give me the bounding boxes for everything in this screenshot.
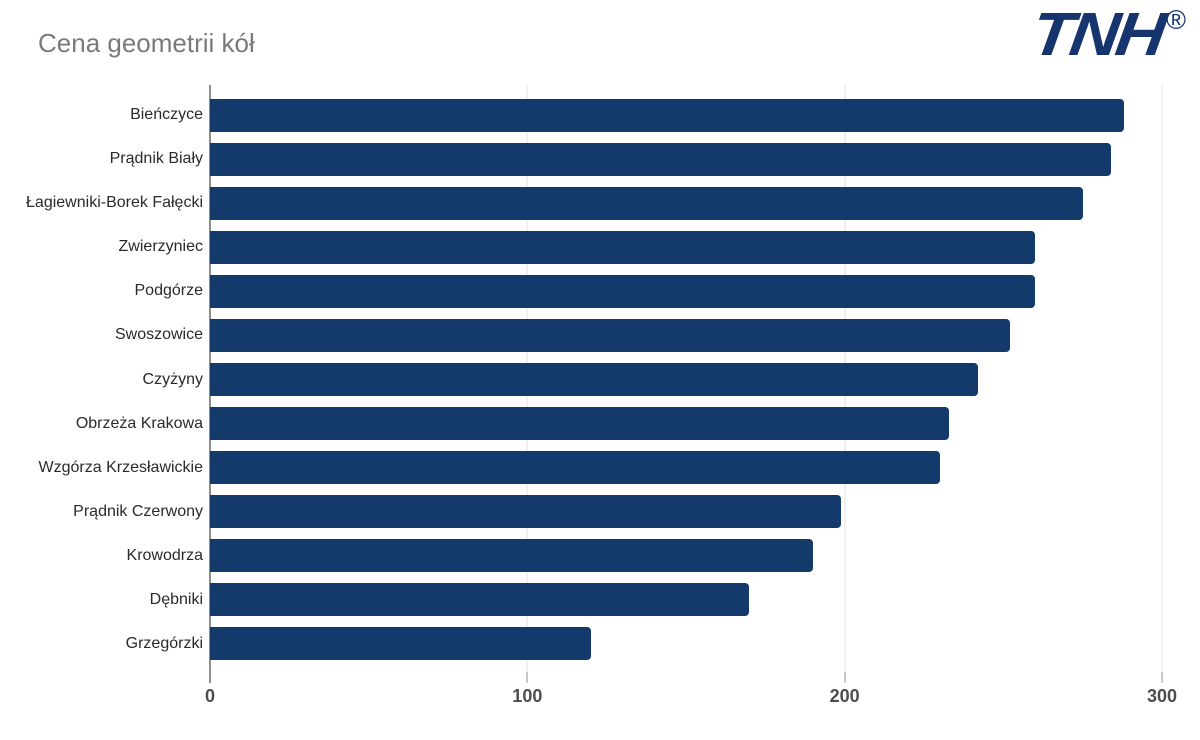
bar: [210, 318, 1010, 352]
category-label: Dębniki: [149, 590, 203, 608]
category-label: Swoszowice: [114, 326, 203, 344]
axis-tick: [843, 672, 846, 683]
category-label: Prądnik Biały: [109, 150, 203, 168]
bar-row: Grzegórzki: [0, 622, 1162, 666]
bar-row: Podgórze: [0, 269, 1162, 313]
axis-tick: [526, 672, 529, 683]
bar-track: [210, 98, 1162, 132]
bar-row: Dębniki: [0, 578, 1162, 622]
brand-logo: TNH ®: [1027, 0, 1186, 68]
bar: [210, 407, 950, 441]
bar-track: [210, 627, 1162, 661]
chart-title: Cena geometrii kół: [38, 28, 255, 58]
bar-track: [210, 407, 1162, 441]
axis-tick-label: 100: [512, 686, 543, 706]
category-label: Prądnik Czerwony: [73, 502, 203, 520]
category-label: Obrzeża Krakowa: [75, 414, 203, 432]
bar: [210, 142, 1112, 176]
category-label: Czyżyny: [142, 370, 203, 388]
axis-tick-label: 0: [204, 686, 216, 706]
bar: [210, 539, 813, 573]
category-label: Łagiewniki-Borek Fałęcki: [26, 194, 203, 212]
bar-track: [210, 363, 1162, 396]
axis-tick-label: 300: [1146, 686, 1178, 706]
bar: [210, 363, 978, 396]
bar: [210, 451, 940, 485]
bar-row: Zwierzyniec: [0, 225, 1162, 269]
bar-row: Czyżyny: [0, 357, 1162, 401]
bar: [210, 583, 750, 617]
bar-track: [210, 451, 1162, 485]
bar-row: Prądnik Biały: [0, 137, 1162, 181]
gridline: [1161, 85, 1163, 672]
bar: [210, 186, 1083, 220]
axis-tick: [1161, 672, 1163, 683]
bar-track: [210, 318, 1162, 352]
bar-row: Bieńczyce: [0, 93, 1162, 137]
bar: [210, 495, 842, 529]
category-label: Bieńczyce: [130, 106, 203, 124]
bar-rows: Bieńczyce Prądnik Biały Łagiewniki-Borek…: [0, 93, 1162, 666]
category-label: Wzgórza Krzesławickie: [38, 458, 203, 476]
category-label: Krowodrza: [126, 546, 203, 564]
bar-chart: Bieńczyce Prądnik Biały Łagiewniki-Borek…: [0, 85, 1177, 706]
bar-row: Obrzeża Krakowa: [0, 402, 1162, 446]
bar-track: [210, 274, 1162, 308]
bar: [210, 98, 1124, 132]
bar-row: Swoszowice: [0, 313, 1162, 357]
bar-track: [210, 230, 1162, 264]
bar: [210, 627, 591, 661]
bar-track: [210, 186, 1162, 220]
bar-row: Wzgórza Krzesławickie: [0, 446, 1162, 490]
bar: [210, 230, 1036, 264]
x-axis: 0 100 200 300: [205, 672, 1177, 717]
category-label: Grzegórzki: [125, 634, 203, 652]
bar-row: Łagiewniki-Borek Fałęcki: [0, 181, 1162, 225]
bar-row: Krowodrza: [0, 534, 1162, 578]
bar-track: [210, 495, 1162, 529]
bar-row: Prądnik Czerwony: [0, 490, 1162, 534]
bar: [210, 274, 1036, 308]
axis-tick-label: 200: [829, 686, 860, 706]
category-label: Zwierzyniec: [118, 238, 203, 256]
registered-trademark-icon: ®: [1166, 5, 1186, 35]
bar-track: [210, 583, 1162, 617]
bar-track: [210, 539, 1162, 573]
bar-track: [210, 142, 1162, 176]
category-label: Podgórze: [134, 282, 204, 300]
brand-logo-text: TNH: [1026, 0, 1167, 68]
